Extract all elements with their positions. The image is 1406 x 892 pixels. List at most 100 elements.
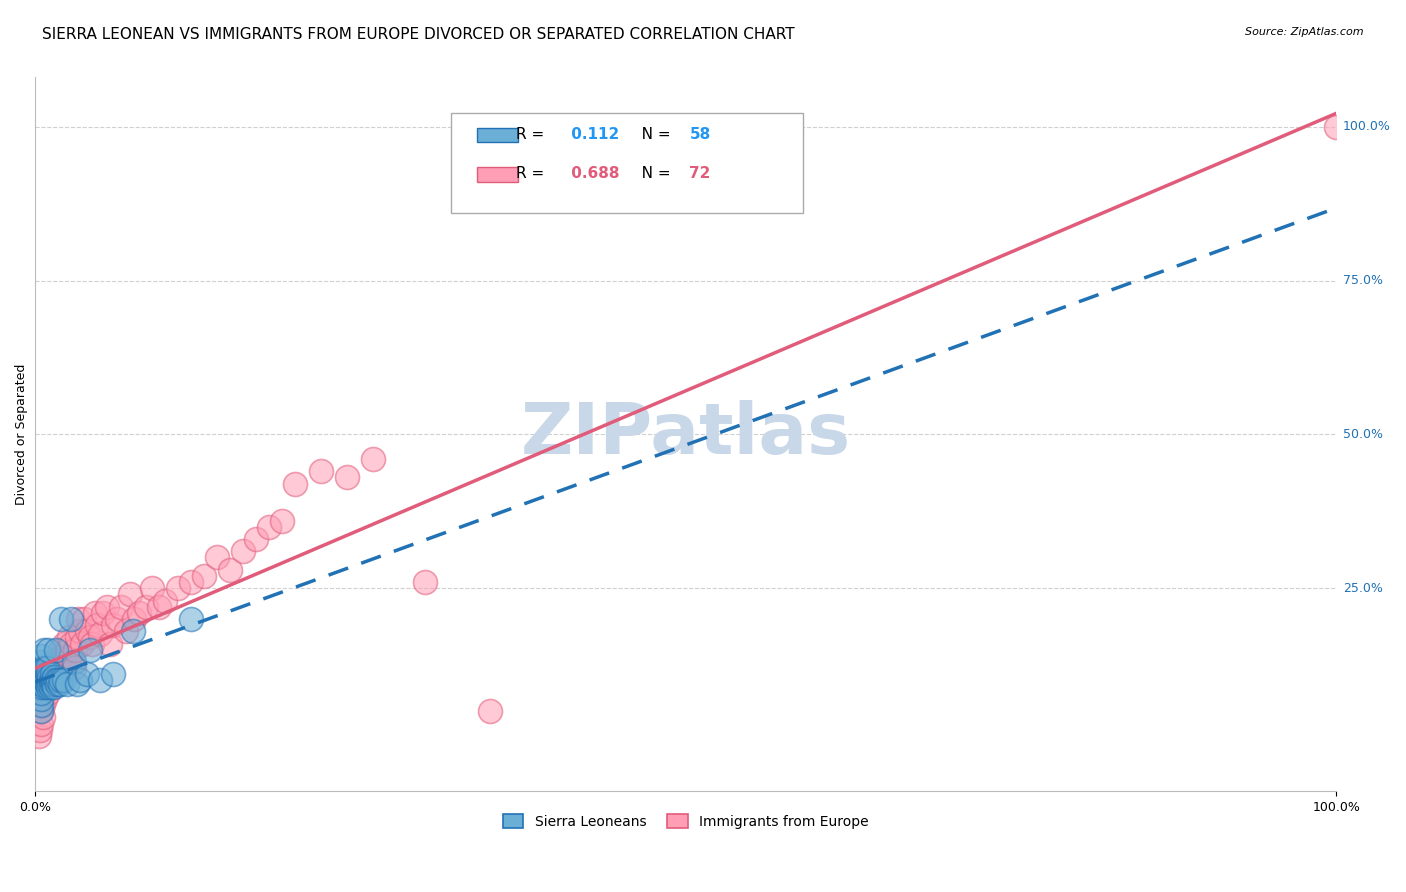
- Immigrants from Europe: [31, 710, 53, 724]
- FancyBboxPatch shape: [478, 128, 517, 143]
- Immigrants from Europe: [101, 618, 124, 632]
- Immigrants from Europe: [128, 606, 150, 620]
- Immigrants from Europe: [141, 581, 163, 595]
- Sierra Leoneans: [30, 692, 52, 706]
- Text: 75.0%: 75.0%: [1343, 274, 1384, 287]
- Sierra Leoneans: [121, 624, 143, 639]
- Text: R =: R =: [516, 166, 550, 181]
- Sierra Leoneans: [34, 667, 56, 681]
- Immigrants from Europe: [60, 636, 83, 650]
- Sierra Leoneans: [30, 665, 52, 679]
- Sierra Leoneans: [69, 673, 91, 688]
- Sierra Leoneans: [37, 680, 59, 694]
- Sierra Leoneans: [37, 667, 59, 681]
- Immigrants from Europe: [66, 612, 89, 626]
- FancyBboxPatch shape: [478, 167, 517, 182]
- Immigrants from Europe: [86, 618, 108, 632]
- Sierra Leoneans: [30, 704, 52, 718]
- Immigrants from Europe: [73, 612, 96, 626]
- Immigrants from Europe: [284, 476, 307, 491]
- Sierra Leoneans: [30, 676, 52, 690]
- Immigrants from Europe: [336, 470, 359, 484]
- Immigrants from Europe: [118, 587, 141, 601]
- Sierra Leoneans: [35, 661, 58, 675]
- Immigrants from Europe: [58, 631, 80, 645]
- Sierra Leoneans: [32, 667, 55, 681]
- Sierra Leoneans: [30, 655, 52, 669]
- Immigrants from Europe: [41, 673, 63, 688]
- Sierra Leoneans: [44, 670, 66, 684]
- Text: N =: N =: [627, 166, 675, 181]
- Immigrants from Europe: [148, 599, 170, 614]
- Text: N =: N =: [627, 127, 675, 142]
- Immigrants from Europe: [82, 636, 104, 650]
- Sierra Leoneans: [44, 680, 66, 694]
- Immigrants from Europe: [45, 655, 67, 669]
- Legend: Sierra Leoneans, Immigrants from Europe: Sierra Leoneans, Immigrants from Europe: [496, 808, 875, 834]
- Immigrants from Europe: [69, 624, 91, 639]
- Immigrants from Europe: [65, 642, 87, 657]
- Sierra Leoneans: [65, 676, 87, 690]
- Immigrants from Europe: [70, 636, 93, 650]
- Sierra Leoneans: [35, 667, 58, 681]
- Sierra Leoneans: [101, 667, 124, 681]
- Sierra Leoneans: [89, 673, 111, 688]
- Sierra Leoneans: [41, 676, 63, 690]
- Immigrants from Europe: [91, 606, 114, 620]
- Sierra Leoneans: [34, 673, 56, 688]
- Sierra Leoneans: [38, 676, 60, 690]
- Text: 25.0%: 25.0%: [1343, 582, 1384, 595]
- Immigrants from Europe: [28, 729, 51, 743]
- Sierra Leoneans: [39, 673, 62, 688]
- Immigrants from Europe: [245, 532, 267, 546]
- Sierra Leoneans: [79, 642, 101, 657]
- Immigrants from Europe: [51, 648, 73, 663]
- Immigrants from Europe: [52, 636, 75, 650]
- Sierra Leoneans: [30, 667, 52, 681]
- Text: ZIPatlas: ZIPatlas: [520, 400, 851, 469]
- Sierra Leoneans: [30, 686, 52, 700]
- Immigrants from Europe: [56, 642, 79, 657]
- Sierra Leoneans: [49, 612, 72, 626]
- Immigrants from Europe: [48, 642, 70, 657]
- Immigrants from Europe: [76, 624, 98, 639]
- Sierra Leoneans: [41, 667, 63, 681]
- Immigrants from Europe: [153, 593, 176, 607]
- Immigrants from Europe: [32, 686, 55, 700]
- Text: 58: 58: [689, 127, 710, 142]
- Immigrants from Europe: [232, 544, 254, 558]
- Immigrants from Europe: [37, 686, 59, 700]
- Immigrants from Europe: [42, 661, 65, 675]
- Immigrants from Europe: [271, 514, 294, 528]
- Sierra Leoneans: [30, 673, 52, 688]
- Sierra Leoneans: [42, 673, 65, 688]
- Text: 100.0%: 100.0%: [1343, 120, 1391, 133]
- Immigrants from Europe: [49, 655, 72, 669]
- FancyBboxPatch shape: [451, 113, 803, 213]
- Sierra Leoneans: [180, 612, 202, 626]
- Immigrants from Europe: [83, 606, 105, 620]
- Immigrants from Europe: [46, 667, 69, 681]
- Sierra Leoneans: [32, 642, 55, 657]
- Immigrants from Europe: [31, 698, 53, 712]
- Immigrants from Europe: [309, 464, 332, 478]
- Immigrants from Europe: [59, 648, 82, 663]
- Immigrants from Europe: [96, 599, 118, 614]
- Immigrants from Europe: [30, 723, 52, 737]
- Immigrants from Europe: [110, 599, 132, 614]
- Sierra Leoneans: [30, 698, 52, 712]
- Text: SIERRA LEONEAN VS IMMIGRANTS FROM EUROPE DIVORCED OR SEPARATED CORRELATION CHART: SIERRA LEONEAN VS IMMIGRANTS FROM EUROPE…: [42, 27, 794, 42]
- Sierra Leoneans: [63, 655, 86, 669]
- Sierra Leoneans: [32, 676, 55, 690]
- Immigrants from Europe: [38, 680, 60, 694]
- Immigrants from Europe: [105, 612, 128, 626]
- Sierra Leoneans: [32, 661, 55, 675]
- Immigrants from Europe: [34, 692, 56, 706]
- Immigrants from Europe: [100, 636, 122, 650]
- Text: 0.688: 0.688: [565, 166, 620, 181]
- Immigrants from Europe: [219, 563, 242, 577]
- Sierra Leoneans: [45, 673, 67, 688]
- Sierra Leoneans: [76, 667, 98, 681]
- Text: R =: R =: [516, 127, 550, 142]
- Text: 50.0%: 50.0%: [1343, 428, 1384, 441]
